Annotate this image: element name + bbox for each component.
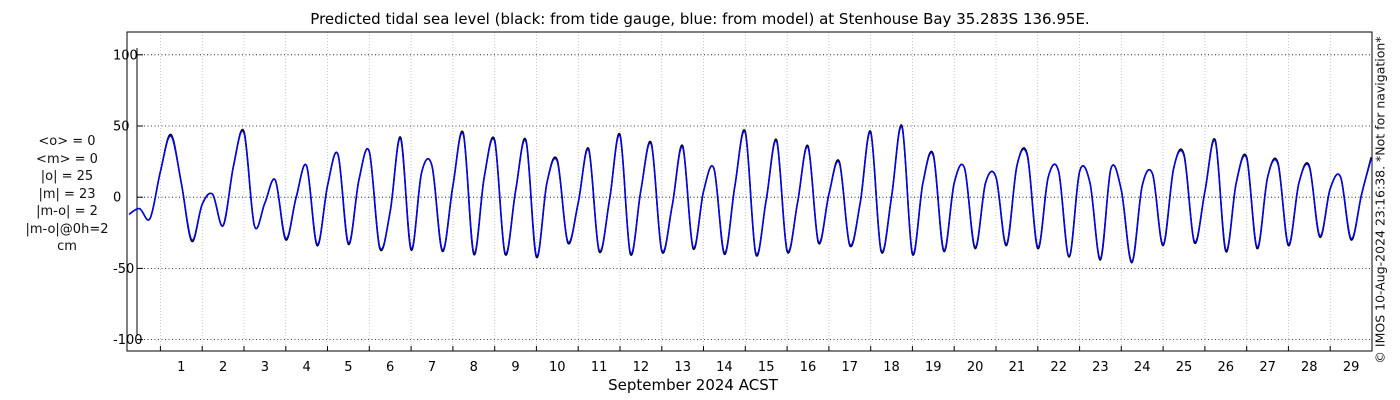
- x-tick-label: 16: [800, 360, 817, 375]
- x-tick-label: 18: [883, 360, 900, 375]
- x-tick-label: 29: [1343, 360, 1360, 375]
- x-axis-label: September 2024 ACST: [608, 376, 779, 394]
- x-tick-label: 24: [1134, 360, 1151, 375]
- y-tick-label: -50: [113, 262, 134, 277]
- x-tick-label: 9: [511, 360, 519, 375]
- x-tick-label: 11: [591, 360, 608, 375]
- y-tick-label: 100: [113, 48, 138, 63]
- x-tick-label: 22: [1050, 360, 1067, 375]
- x-tick-label: 19: [925, 360, 942, 375]
- x-tick-label: 27: [1259, 360, 1276, 375]
- x-tick-label: 28: [1301, 360, 1318, 375]
- x-tick-label: 6: [386, 360, 394, 375]
- y-ticks: 100 50 0 -50 -100: [113, 48, 143, 348]
- stat-abs-obs: |o| = 25: [40, 169, 94, 184]
- chart-title: Predicted tidal sea level (black: from t…: [310, 10, 1089, 28]
- grid-lines: [137, 32, 1372, 351]
- copyright-side-note: © IMOS 10-Aug-2024 23:16:38. *Not for na…: [1372, 36, 1388, 364]
- y-tick-label: 50: [113, 120, 130, 135]
- plot-area: [126, 31, 1373, 352]
- x-ticks: 1 2 3 4 5 6 7 8 9 10 11 12 13 14 15 16 17 18 19 20 21 22 23 24 2…: [159, 346, 1360, 375]
- x-tick-label: 12: [633, 360, 650, 375]
- x-tick-label: 4: [302, 360, 310, 375]
- stat-abs-model: |m| = 23: [38, 186, 96, 202]
- x-tick-label: 3: [261, 360, 269, 375]
- stat-unit: cm: [57, 239, 77, 254]
- stat-diff: |m-o| = 2: [36, 204, 98, 219]
- x-tick-label: 17: [842, 360, 859, 375]
- x-tick-label: 8: [470, 360, 478, 375]
- x-tick-label: 26: [1218, 360, 1235, 375]
- y-tick-label: 0: [113, 191, 121, 206]
- y-tick-label: -100: [113, 333, 143, 348]
- x-tick-label: 13: [674, 360, 691, 375]
- stat-mean-model: <m> = 0: [36, 151, 98, 167]
- x-tick-label: 1: [177, 360, 185, 375]
- x-tick-label: 20: [967, 360, 984, 375]
- stat-mean-obs: <o> = 0: [38, 134, 96, 149]
- stat-diff-0h: |m-o|@0h=2: [25, 221, 109, 237]
- x-tick-label: 5: [344, 360, 352, 375]
- x-tick-label: 25: [1176, 360, 1193, 375]
- stats-panel: <o> = 0 <m> = 0 |o| = 25 |m| = 23 |m-o| …: [2, 133, 132, 256]
- series-lines: [128, 124, 1372, 264]
- x-tick-label: 2: [219, 360, 227, 375]
- x-tick-label: 23: [1092, 360, 1109, 375]
- x-tick-label: 15: [758, 360, 775, 375]
- x-tick-label: 10: [549, 360, 566, 375]
- x-tick-label: 7: [428, 360, 436, 375]
- x-tick-label: 14: [716, 360, 733, 375]
- series-line-model: [128, 125, 1372, 263]
- x-tick-label: 21: [1009, 360, 1026, 375]
